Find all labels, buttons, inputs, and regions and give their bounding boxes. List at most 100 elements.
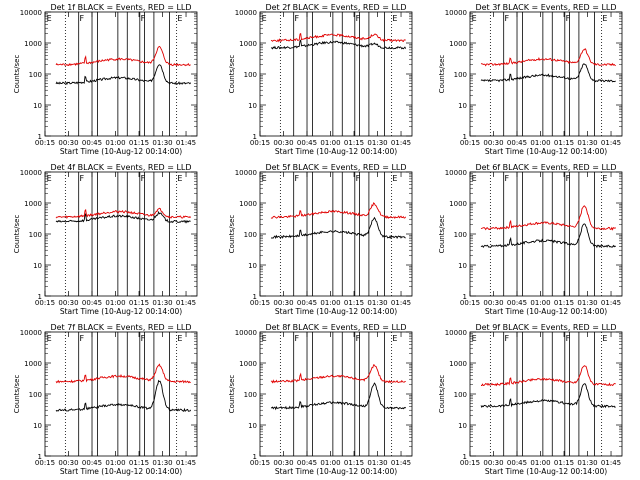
x-tick-label: 01:00 [530,139,550,147]
x-tick-label: 01:15 [129,459,149,467]
x-tick-label: 01:30 [367,139,387,147]
y-tick-label: 100 [244,71,257,79]
chart-title: Det 1f BLACK = Events, RED = LLD [50,3,191,12]
lld-series-line [270,364,406,384]
y-tick-label: 10000 [445,329,467,337]
marker-label: E [47,14,52,23]
x-tick-label: 01:15 [554,139,574,147]
plot-frame [44,171,198,297]
x-tick-label: 01:00 [105,299,125,307]
x-tick-label: 00:45 [297,299,317,307]
marker-label: F [141,334,146,343]
y-tick-label: 10 [458,422,467,430]
x-tick-label: 01:15 [344,459,364,467]
marker-label: F [356,174,361,183]
x-tick-label: 00:30 [273,139,293,147]
lld-series-line [270,32,406,43]
y-axis-label: Counts/sec [13,375,21,414]
y-tick-label: 1 [38,293,42,301]
x-tick-label: 00:15 [250,139,270,147]
marker-label: E [262,14,267,23]
x-tick-label: 00:30 [58,459,78,467]
x-tick-label: 00:30 [273,459,293,467]
y-tick-label: 10000 [235,329,257,337]
y-axis-label: Counts/sec [13,215,21,254]
marker-label: F [504,14,509,23]
plot-frame [469,11,623,137]
y-tick-label: 1 [463,293,467,301]
events-series-line [55,379,192,412]
marker-label: F [504,334,509,343]
y-axis-label: Counts/sec [438,215,446,254]
y-tick-label: 10000 [445,169,467,177]
x-axis-label: Start Time (10-Aug-12 00:14:00) [485,307,607,316]
x-tick-label: 01:15 [554,299,574,307]
lld-series-line [55,207,192,219]
x-axis-label: Start Time (10-Aug-12 00:14:00) [275,307,397,316]
x-tick-label: 01:45 [176,459,196,467]
y-tick-label: 10 [33,102,42,110]
x-axis-label: Start Time (10-Aug-12 00:14:00) [275,147,397,156]
y-tick-label: 1 [463,133,467,141]
y-tick-label: 1000 [239,360,257,368]
marker-label: F [141,174,146,183]
x-tick-label: 01:30 [152,299,172,307]
x-tick-label: 01:15 [129,139,149,147]
marker-label: E [602,174,607,183]
plot-frame [469,171,623,297]
marker-label: F [79,174,84,183]
x-tick-label: 01:30 [152,139,172,147]
y-tick-label: 1000 [449,200,467,208]
y-tick-label: 100 [454,231,467,239]
chart-title: Det 4f BLACK = Events, RED = LLD [50,163,191,172]
chart-title: Det 8f BLACK = Events, RED = LLD [265,323,406,332]
chart-title: Det 5f BLACK = Events, RED = LLD [265,163,406,172]
x-tick-label: 01:45 [601,299,621,307]
events-series-line [270,216,406,240]
x-tick-label: 00:45 [82,459,102,467]
plot-frame [44,11,198,137]
chart-title: Det 7f BLACK = Events, RED = LLD [50,323,191,332]
chart-panel-5: Det 5f BLACK = Events, RED = LLD 1 10 100 10… [228,163,413,316]
marker-label: F [566,334,571,343]
y-axis-label: Counts/sec [438,55,446,94]
plot-frame [259,331,413,457]
x-axis-label: Start Time (10-Aug-12 00:14:00) [485,467,607,476]
x-axis-label: Start Time (10-Aug-12 00:14:00) [485,147,607,156]
x-tick-label: 00:45 [297,459,317,467]
x-tick-label: 01:45 [391,139,411,147]
x-tick-label: 00:15 [460,139,480,147]
y-tick-label: 10000 [235,9,257,17]
marker-label: F [141,14,146,23]
marker-label: E [472,14,477,23]
lld-series-line [55,363,191,384]
x-tick-label: 01:45 [176,139,196,147]
events-series-line [480,223,616,249]
marker-label: F [566,14,571,23]
x-tick-label: 01:00 [105,139,125,147]
x-tick-label: 00:15 [460,459,480,467]
lld-series-line [480,48,616,67]
y-tick-label: 1 [253,293,257,301]
lld-series-line [481,365,616,387]
y-tick-label: 1 [253,133,257,141]
y-tick-label: 10000 [20,169,42,177]
x-tick-label: 01:00 [320,459,340,467]
x-tick-label: 01:45 [391,299,411,307]
events-series-line [480,383,616,409]
plot-frame [469,331,623,457]
y-tick-label: 10 [248,102,257,110]
marker-label: F [356,334,361,343]
y-tick-label: 10000 [20,329,42,337]
x-tick-label: 00:30 [483,299,503,307]
x-tick-label: 01:30 [367,299,387,307]
x-tick-label: 00:15 [250,299,270,307]
marker-label: E [392,14,397,23]
plot-frame [44,331,198,457]
marker-label: E [602,14,607,23]
marker-label: F [504,174,509,183]
marker-label: F [294,14,299,23]
x-axis-label: Start Time (10-Aug-12 00:14:00) [60,147,182,156]
chart-title: Det 9f BLACK = Events, RED = LLD [475,323,616,332]
x-tick-label: 00:30 [483,459,503,467]
